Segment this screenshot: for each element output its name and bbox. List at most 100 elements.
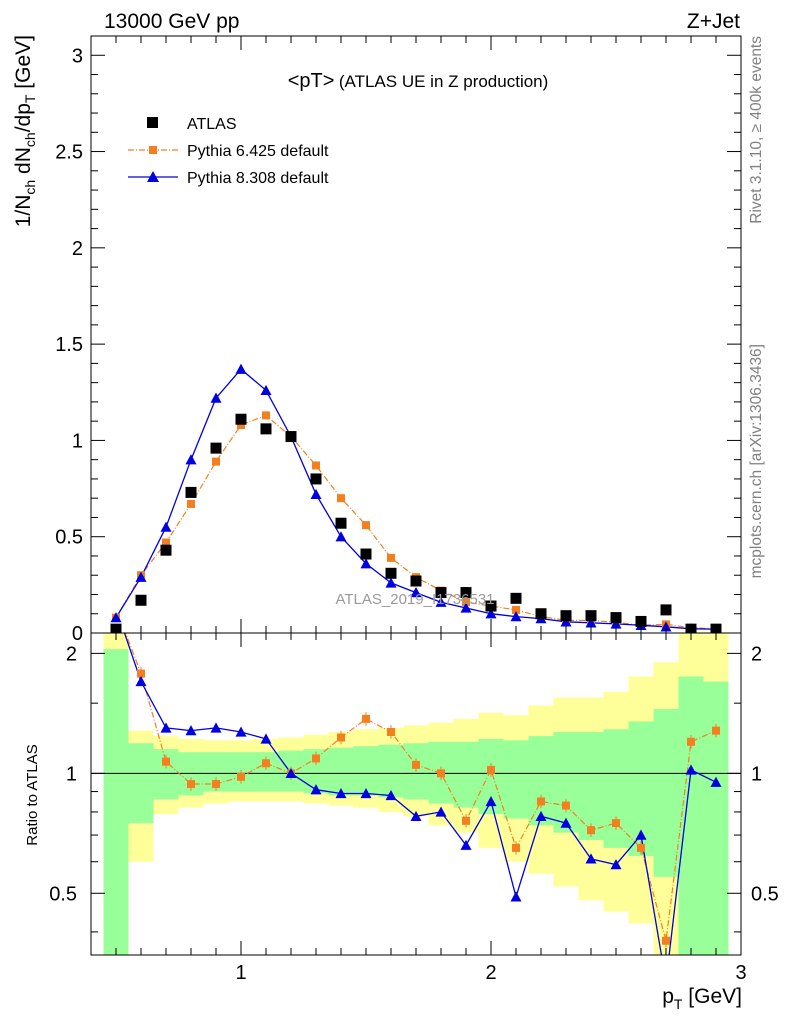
pythia8-point: [185, 454, 197, 465]
ratio-y-tick-label-right: 1: [751, 763, 762, 785]
pythia8-point: [235, 363, 247, 374]
ratio-y-tick-label: 0.5: [49, 883, 77, 905]
y-tick-label: 0.5: [55, 527, 83, 549]
atlas-point: [360, 548, 372, 560]
pythia6-ratio-point: [487, 765, 495, 774]
pythia6-point: [187, 499, 195, 508]
uncertainty-band-inner: [128, 743, 154, 824]
pythia8-point: [560, 616, 572, 627]
ratio-y-tick-label-right: 0.5: [751, 883, 779, 905]
atlas-point: [135, 594, 147, 606]
ratio-bands: [103, 633, 729, 955]
pythia8-ratio-point: [310, 784, 322, 795]
pythia6-ratio-point: [237, 772, 245, 781]
atlas-point: [585, 610, 597, 622]
uncertainty-band-inner: [503, 740, 529, 819]
uncertainty-band-inner: [553, 731, 579, 833]
pythia6-point: [312, 461, 320, 470]
uncertainty-band-inner: [678, 676, 704, 955]
pythia6-point: [462, 598, 470, 607]
pythia6-ratio-point: [637, 843, 645, 852]
pythia8-ratio-point: [210, 722, 222, 733]
pythia8-ratio-point: [410, 810, 422, 822]
atlas-point: [610, 612, 622, 624]
pythia6-ratio-point: [387, 727, 395, 736]
pythia6-point: [162, 538, 170, 547]
pythia6-ratio-point: [162, 757, 170, 766]
pythia8-point: [310, 488, 322, 500]
legend: ATLAS Pythia 6.425 default Pythia 8.308 …: [128, 116, 329, 187]
atlas-point: [385, 567, 397, 579]
pythia6-ratio-point: [262, 759, 270, 768]
pythia8-point: [160, 521, 172, 532]
y-tick-label: 0: [72, 623, 83, 645]
pythia6-ratio-point: [362, 714, 370, 723]
y-tick-label: 1.5: [55, 334, 83, 356]
ratio-y-tick-label: 1: [66, 763, 77, 785]
legend-marker-pythia8: [147, 171, 159, 182]
pythia8-point: [610, 618, 622, 629]
pythia6-point: [212, 457, 220, 466]
pythia8-ratio-point: [135, 676, 147, 687]
pythia8-ratio-point: [685, 764, 697, 775]
pythia8-point: [110, 612, 122, 623]
pythia6-point: [262, 411, 270, 420]
pythia6-point: [237, 421, 245, 430]
atlas-point: [410, 575, 422, 587]
x-tick-label: 2: [485, 962, 496, 984]
uncertainty-band-inner: [653, 709, 679, 877]
ratio-marks: [123, 633, 722, 955]
atlas-point: [460, 587, 472, 599]
atlas-point: [285, 431, 297, 443]
uncertainty-band-inner: [103, 649, 129, 955]
pythia8-ratio-point: [535, 810, 547, 822]
y-tick-label: 2: [72, 238, 83, 260]
main-title-main: <pT>: [288, 70, 335, 92]
pythia8-ratio-point: [560, 817, 572, 828]
ratio-y-axis-label: Ratio to ATLAS: [24, 744, 41, 845]
pythia8-point: [410, 587, 422, 598]
ratio-axis-ticks: 0.5 0.5 1 1 2 2 1 2 3: [49, 633, 779, 984]
atlas-point: [185, 486, 197, 498]
pythia8-point: [260, 384, 272, 396]
pythia8-ratio-point: [235, 726, 247, 737]
pythia8-ratio-point: [510, 891, 522, 902]
atlas-point: [660, 604, 672, 616]
atlas-point: [560, 610, 572, 622]
process-label: Z+Jet: [687, 10, 740, 33]
pythia6-ratio-point: [512, 843, 520, 852]
pythia6-ratio-point: [462, 816, 470, 825]
pythia6-ratio-point: [312, 754, 320, 763]
main-title: <pT> (ATLAS UE in Z production): [288, 70, 549, 92]
uncertainty-band-inner: [603, 729, 629, 848]
main-marks: [110, 363, 722, 635]
pythia8-ratio-point: [385, 789, 397, 801]
pythia8-point: [460, 602, 472, 613]
pythia8-point: [135, 571, 147, 582]
pythia8-point: [585, 617, 597, 628]
uncertainty-band-inner: [328, 747, 354, 796]
pythia8-point: [360, 558, 372, 569]
atlas-point: [235, 413, 247, 425]
uncertainty-band-inner: [528, 736, 554, 826]
atlas-point: [485, 600, 497, 612]
ratio-panel: 0.5 0.5 1 1 2 2 1 2 3 Ratio to ATLAS pT [GeV]: [24, 632, 779, 1012]
energy-label: 13000 GeV pp: [104, 10, 239, 33]
atlas-point: [160, 544, 172, 556]
pythia8-ratio-point: [635, 829, 647, 840]
pythia6-ratio-point: [212, 780, 220, 789]
pythia8-ratio-point: [435, 806, 447, 817]
main-panel: 0 0.5 1 1.5 2 2.5 3 <pT> (ATLAS UE in Z produc…: [12, 35, 742, 645]
legend-label-atlas: ATLAS: [187, 116, 237, 133]
atlas-point: [435, 587, 447, 599]
atlas-point: [260, 423, 272, 435]
atlas-point: [510, 592, 522, 604]
pythia6-ratio-point: [412, 760, 420, 769]
pythia6-ratio-point: [712, 726, 720, 735]
uncertainty-band-inner: [453, 741, 479, 808]
side-label-top: Rivet 3.1.10, ≥ 400k events: [748, 36, 765, 224]
pythia6-point: [362, 521, 370, 530]
pythia8-ratio-point: [460, 839, 472, 850]
main-title-sub: (ATLAS UE in Z production): [339, 72, 548, 91]
